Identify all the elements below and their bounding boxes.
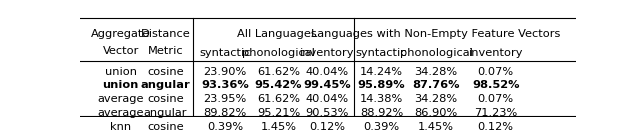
Text: 1.45%: 1.45%: [418, 122, 454, 132]
Text: union: union: [105, 67, 137, 77]
Text: Metric: Metric: [147, 46, 183, 56]
Text: angular: angular: [143, 108, 187, 118]
Text: All Languages: All Languages: [237, 29, 317, 39]
Text: cosine: cosine: [147, 122, 184, 132]
Text: 0.07%: 0.07%: [477, 94, 514, 104]
Text: Vector: Vector: [102, 46, 139, 56]
Text: inventory: inventory: [300, 48, 355, 58]
Text: knn: knn: [110, 122, 131, 132]
Text: 90.53%: 90.53%: [305, 108, 349, 118]
Text: Distance: Distance: [140, 29, 190, 39]
Text: phonological: phonological: [242, 48, 315, 58]
Text: Aggregate: Aggregate: [91, 29, 150, 39]
Text: 71.23%: 71.23%: [474, 108, 517, 118]
Text: phonological: phonological: [400, 48, 472, 58]
Text: 99.45%: 99.45%: [303, 80, 351, 90]
Text: average: average: [97, 108, 144, 118]
Text: 0.12%: 0.12%: [309, 122, 345, 132]
Text: 61.62%: 61.62%: [257, 67, 300, 77]
Text: angular: angular: [140, 80, 190, 90]
Text: 0.39%: 0.39%: [364, 122, 399, 132]
Text: syntactic: syntactic: [199, 48, 251, 58]
Text: inventory: inventory: [468, 48, 523, 58]
Text: 93.36%: 93.36%: [201, 80, 249, 90]
Text: 34.28%: 34.28%: [415, 67, 458, 77]
Text: cosine: cosine: [147, 67, 184, 77]
Text: 40.04%: 40.04%: [305, 67, 349, 77]
Text: 1.45%: 1.45%: [260, 122, 296, 132]
Text: cosine: cosine: [147, 94, 184, 104]
Text: 61.62%: 61.62%: [257, 94, 300, 104]
Text: syntactic: syntactic: [356, 48, 407, 58]
Text: 95.21%: 95.21%: [257, 108, 300, 118]
Text: 0.12%: 0.12%: [477, 122, 514, 132]
Text: 14.38%: 14.38%: [360, 94, 403, 104]
Text: 95.42%: 95.42%: [255, 80, 302, 90]
Text: union: union: [102, 80, 139, 90]
Text: 23.90%: 23.90%: [204, 67, 246, 77]
Text: 40.04%: 40.04%: [305, 94, 349, 104]
Text: 95.89%: 95.89%: [358, 80, 405, 90]
Text: average: average: [97, 94, 144, 104]
Text: 87.76%: 87.76%: [412, 80, 460, 90]
Text: Languages with Non-Empty Feature Vectors: Languages with Non-Empty Feature Vectors: [312, 29, 561, 39]
Text: 23.95%: 23.95%: [204, 94, 246, 104]
Text: 88.92%: 88.92%: [360, 108, 403, 118]
Text: 0.39%: 0.39%: [207, 122, 243, 132]
Text: 98.52%: 98.52%: [472, 80, 520, 90]
Text: 34.28%: 34.28%: [415, 94, 458, 104]
Text: 86.90%: 86.90%: [415, 108, 458, 118]
Text: 14.24%: 14.24%: [360, 67, 403, 77]
Text: 89.82%: 89.82%: [204, 108, 246, 118]
Text: 0.07%: 0.07%: [477, 67, 514, 77]
